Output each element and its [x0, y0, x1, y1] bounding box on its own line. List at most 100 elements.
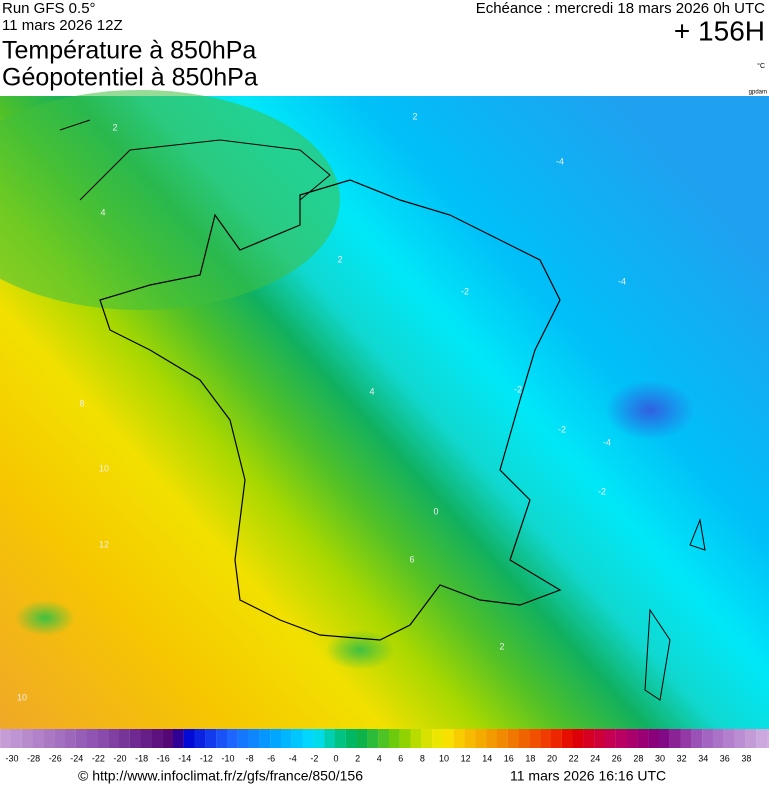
colorbar-swatch [162, 729, 174, 748]
colorbar-label: 38 [741, 753, 751, 763]
colorbar-label: 22 [569, 753, 579, 763]
unit: °C [757, 62, 765, 70]
colorbar-label: -18 [135, 753, 148, 763]
colorbar-swatch [378, 729, 390, 748]
colorbar-swatch [410, 729, 422, 748]
colorbar-swatch [561, 729, 573, 748]
colorbar-swatch [75, 729, 87, 748]
colorbar-label: 28 [633, 753, 643, 763]
field-patch [15, 600, 75, 636]
colorbar-swatch [669, 729, 681, 748]
colorbar-swatch [334, 729, 346, 748]
contour-label: -2 [558, 424, 566, 434]
colorbar-swatch [615, 729, 627, 748]
colorbar-swatch [259, 729, 271, 748]
contour-label: 6 [409, 554, 414, 564]
colorbar-swatch [226, 729, 238, 748]
colorbar-label: -8 [246, 753, 254, 763]
colorbar-swatch [745, 729, 757, 748]
colorbar-swatch [766, 729, 769, 748]
colorbar-swatch [248, 729, 260, 748]
colorbar-label: -2 [310, 753, 318, 763]
contour-label: -4 [618, 276, 626, 286]
colorbar-swatch [518, 729, 530, 748]
colorbar-label: 4 [377, 753, 382, 763]
colorbar-label: -20 [113, 753, 126, 763]
colorbar-swatch [702, 729, 714, 748]
forecast: Echéance : mercredi 18 mars 2026 0h UTC [476, 0, 765, 17]
island [644, 518, 706, 701]
colorbar-swatch [43, 729, 55, 748]
colorbar-label: 34 [698, 753, 708, 763]
colorbar-label: -26 [49, 753, 62, 763]
contour-label: 4 [100, 207, 105, 217]
colorbar-swatch [97, 729, 109, 748]
colorbar-swatch [280, 729, 292, 748]
colorbar-label: 20 [547, 753, 557, 763]
colorbar-swatch [572, 729, 584, 748]
colorbar-swatch [734, 729, 746, 748]
colorbar-swatch [118, 729, 130, 748]
colorbar-swatch [540, 729, 552, 748]
contour-label: -2 [461, 286, 469, 296]
colorbar-swatch [594, 729, 606, 748]
contour-label: 10 [17, 692, 27, 702]
contour-label: 2 [499, 641, 504, 651]
colorbar-label: -12 [200, 753, 213, 763]
colorbar-swatch [453, 729, 465, 748]
colorbar-swatch [658, 729, 670, 748]
contour-label: 12 [99, 539, 109, 549]
colorbar-swatch [21, 729, 33, 748]
colorbar-label: -30 [5, 753, 18, 763]
colorbar-swatch [0, 729, 12, 748]
run: Run GFS 0.5° [2, 0, 96, 17]
colorbar-swatch [151, 729, 163, 748]
colorbar-swatch [464, 729, 476, 748]
colorbar-label: -16 [157, 753, 170, 763]
colorbar-swatch [172, 729, 184, 748]
colorbar-label: 36 [720, 753, 730, 763]
colorbar-swatch [140, 729, 152, 748]
colorbar-label: 16 [504, 753, 514, 763]
colorbar-label: 32 [677, 753, 687, 763]
colorbar-label: -4 [289, 753, 297, 763]
colorbar-swatch [626, 729, 638, 748]
colorbar-label: 24 [590, 753, 600, 763]
colorbar-swatch [108, 729, 120, 748]
colorbar-swatch [356, 729, 368, 748]
colorbar-label: 0 [333, 753, 338, 763]
colorbar-swatch [507, 729, 519, 748]
coastline [59, 119, 331, 201]
colorbar-swatch [313, 729, 325, 748]
url: © http://www.infoclimat.fr/z/gfs/france/… [78, 768, 363, 784]
colorbar-swatch [129, 729, 141, 748]
run-date: 11 mars 2026 12Z [2, 17, 123, 34]
colorbar-swatch [475, 729, 487, 748]
colorbar-swatch [691, 729, 703, 748]
colorbar-label: -22 [92, 753, 105, 763]
colorbar-swatch [421, 729, 433, 748]
colorbar-label: 30 [655, 753, 665, 763]
colorbar-swatch [637, 729, 649, 748]
colorbar-swatch [345, 729, 357, 748]
colorbar-swatch [64, 729, 76, 748]
colorbar-swatch [194, 729, 206, 748]
contour-label: 2 [337, 254, 342, 264]
contour-label: -4 [603, 437, 611, 447]
colorbar-label: -24 [70, 753, 83, 763]
colorbar-swatch [86, 729, 98, 748]
colorbar-swatch [529, 729, 541, 748]
colorbar-swatch [432, 729, 444, 748]
colorbar-swatch [388, 729, 400, 748]
colorbar-swatch [442, 729, 454, 748]
colorbar-swatch [712, 729, 724, 748]
contour-label: 8 [79, 398, 84, 408]
colorbar-label: 6 [398, 753, 403, 763]
source-tag: gpdam [749, 90, 767, 96]
colorbar-swatch [291, 729, 303, 748]
colorbar-label: 26 [612, 753, 622, 763]
colorbar-label: 2 [355, 753, 360, 763]
contour-label: 2 [412, 111, 417, 121]
